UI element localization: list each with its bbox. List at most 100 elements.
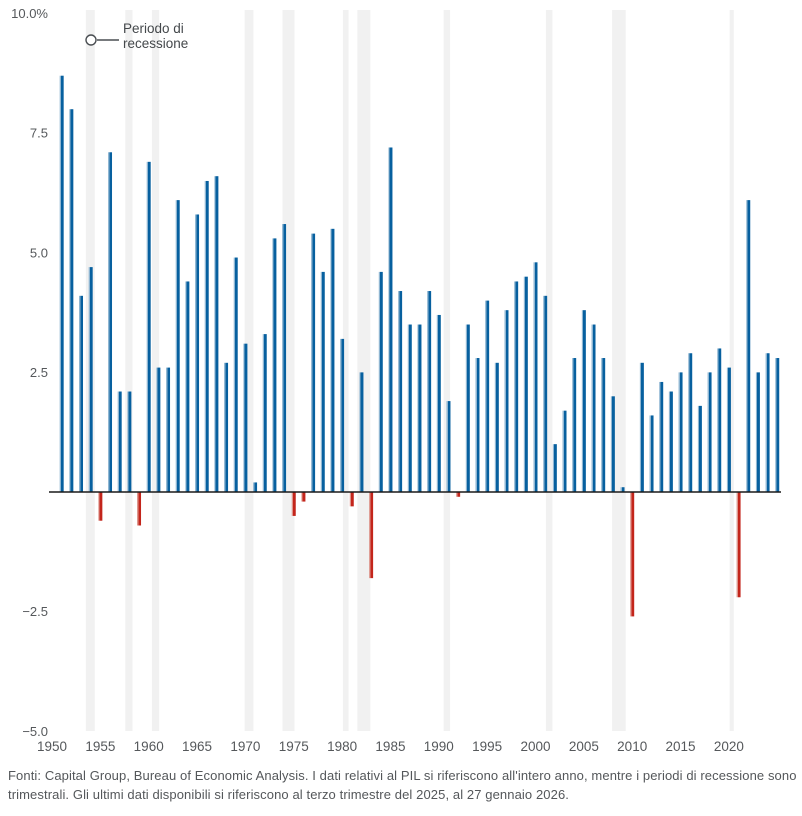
recession-band	[244, 10, 254, 731]
x-tick-label: 1960	[134, 739, 164, 754]
bar-2003	[572, 358, 577, 492]
x-tick-label: 1955	[85, 739, 115, 754]
bar-1960	[156, 367, 161, 492]
bar-1957	[127, 391, 132, 492]
bar-2022	[755, 372, 760, 492]
bar-2011	[649, 415, 654, 492]
bar-1986	[407, 324, 412, 492]
bar-2018	[717, 348, 722, 492]
bar-2001	[552, 444, 557, 492]
bar-1985	[398, 291, 403, 492]
bar-1999	[533, 262, 538, 492]
bar-2004	[581, 310, 586, 492]
bar-1992	[465, 324, 470, 492]
legend-label-line1: Periodo di	[123, 21, 184, 36]
x-tick-label: 1970	[230, 739, 260, 754]
bar-1987	[417, 324, 422, 492]
bar-2020	[736, 492, 741, 598]
bar-1975	[301, 492, 306, 502]
y-tick-label: −5.0	[22, 724, 48, 739]
bar-2023	[765, 353, 770, 492]
x-tick-label: 1980	[327, 739, 357, 754]
bar-1969	[243, 343, 248, 492]
recession-band	[357, 10, 371, 731]
recession-band	[729, 10, 734, 731]
bar-1989	[436, 314, 441, 492]
bar-2012	[659, 381, 664, 492]
bar-1976	[311, 233, 316, 493]
bar-2008	[620, 487, 625, 492]
bar-1962	[175, 200, 180, 493]
bar-1973	[282, 224, 287, 493]
bar-2013	[668, 391, 673, 492]
bar-2006	[601, 358, 606, 492]
bar-1990	[446, 401, 451, 492]
x-tick-label: 2000	[520, 739, 550, 754]
y-tick-label: 2.5	[30, 365, 48, 380]
bar-1994	[485, 300, 490, 492]
recession-band	[342, 10, 349, 731]
x-tick-label: 1990	[424, 739, 454, 754]
recession-band	[282, 10, 295, 731]
x-tick-label: 1985	[375, 739, 405, 754]
bar-1953	[88, 267, 93, 492]
bar-1971	[262, 334, 267, 492]
bar-2016	[697, 405, 702, 492]
legend-circle-icon	[85, 34, 97, 46]
bar-1955	[108, 152, 113, 492]
bar-1970	[253, 482, 258, 492]
recession-band	[443, 10, 451, 731]
bar-2014	[678, 372, 683, 492]
bar-2010	[639, 362, 644, 492]
recession-band	[612, 10, 626, 731]
bar-1966	[214, 176, 219, 492]
x-tick-label: 1995	[472, 739, 502, 754]
source-note: Fonti: Capital Group, Bureau of Economic…	[8, 768, 797, 802]
bar-1978	[330, 228, 335, 492]
bar-1984	[388, 147, 393, 493]
bar-2019	[726, 367, 731, 492]
bar-2009	[630, 492, 635, 617]
x-tick-label: 2015	[666, 739, 696, 754]
bar-2015	[688, 353, 693, 492]
bar-1968	[233, 257, 238, 492]
bar-1995	[494, 362, 499, 492]
x-tick-label: 1950	[37, 739, 67, 754]
recession-band	[545, 10, 553, 731]
y-tick-label: −2.5	[22, 604, 48, 619]
bar-1972	[272, 238, 277, 492]
recession-band	[151, 10, 160, 731]
bar-2017	[707, 372, 712, 492]
bar-2007	[610, 396, 615, 492]
bar-1993	[475, 358, 480, 492]
x-tick-label: 1965	[182, 739, 212, 754]
bar-1967	[224, 362, 229, 492]
y-tick-label: 5.0	[30, 245, 48, 260]
bar-2005	[591, 324, 596, 492]
bar-1998	[523, 276, 528, 492]
bar-1961	[166, 367, 171, 492]
x-tick-label: 1975	[279, 739, 309, 754]
bar-1974	[291, 492, 296, 516]
bar-1997	[514, 281, 519, 492]
bar-1964	[195, 214, 200, 492]
bar-1991	[456, 492, 461, 497]
bar-1959	[146, 161, 151, 492]
bar-2000	[543, 295, 548, 492]
x-tick-label: 2005	[569, 739, 599, 754]
bar-1980	[349, 492, 354, 507]
bar-1950	[59, 75, 64, 492]
bar-1988	[427, 291, 432, 492]
x-tick-label: 2010	[617, 739, 647, 754]
bar-1996	[504, 310, 509, 492]
bar-1965	[204, 180, 209, 492]
recession-band	[125, 10, 133, 731]
bar-1981	[359, 372, 364, 492]
bar-1979	[340, 338, 345, 492]
bar-1982	[369, 492, 374, 579]
x-tick-label: 2020	[714, 739, 744, 754]
bar-1963	[185, 281, 190, 492]
